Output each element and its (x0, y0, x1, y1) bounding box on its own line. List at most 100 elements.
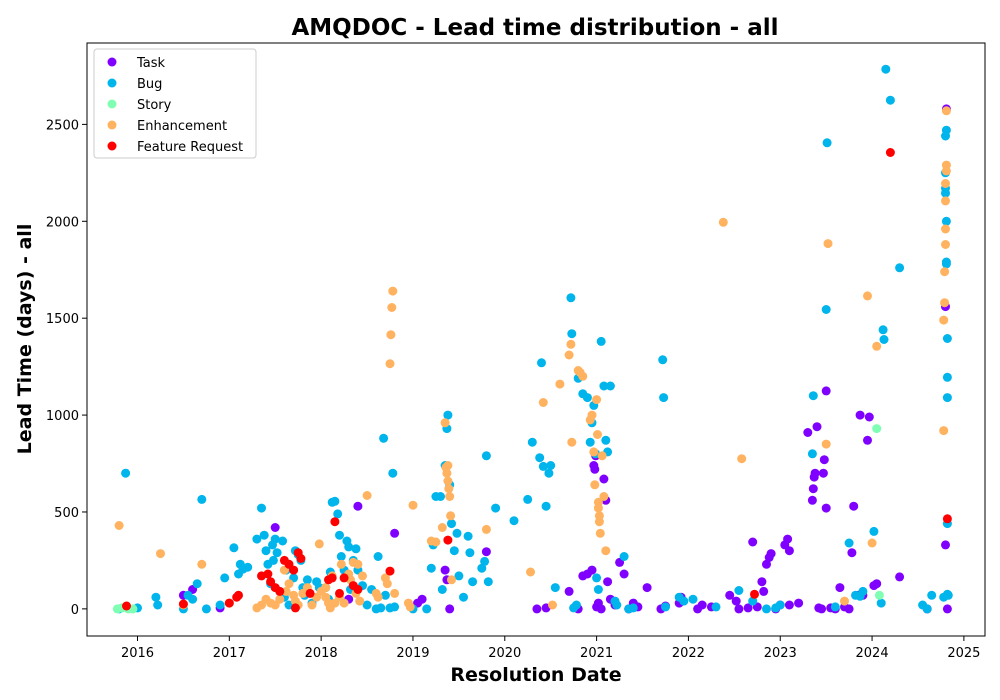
data-point-enhancement (446, 511, 456, 521)
data-point-enhancement (362, 491, 372, 500)
data-point-bug (449, 546, 459, 556)
data-point-task (863, 435, 872, 445)
data-point-bug (943, 590, 953, 600)
legend-label: Feature Request (137, 140, 243, 155)
legend-label: Task (136, 56, 166, 71)
data-point-bug (941, 188, 950, 198)
data-point-bug (679, 596, 689, 606)
x-tick-label: 2025 (947, 646, 980, 661)
data-point-bug (748, 596, 758, 606)
legend-marker (107, 141, 117, 151)
data-point-bug (885, 95, 895, 105)
data-point-task (821, 503, 831, 513)
data-point-enhancement (197, 559, 207, 569)
data-point-bug (465, 548, 475, 558)
data-point-feature-request (224, 598, 234, 608)
data-point-bug (596, 336, 606, 346)
data-point-bug (481, 451, 491, 461)
data-point-bug (822, 138, 832, 148)
data-point-enhancement (548, 600, 557, 610)
data-point-task (725, 590, 735, 600)
data-point-enhancement (314, 539, 324, 549)
data-point-bug (509, 516, 519, 526)
data-point-bug (941, 257, 951, 267)
data-point-bug (941, 216, 951, 226)
data-point-enhancement (386, 330, 396, 340)
y-axis: 0 500 1000 1500 2000 2500 (46, 118, 87, 618)
data-point-bug (858, 586, 868, 596)
data-point-enhancement (593, 430, 602, 439)
data-point-bug (257, 503, 266, 513)
data-point-enhancement (601, 546, 611, 556)
data-point-task (818, 468, 828, 478)
data-point-bug (544, 468, 554, 478)
data-point-enhancement (555, 379, 565, 389)
data-point-bug (362, 600, 372, 610)
data-point-feature-request (289, 565, 299, 575)
data-point-task (941, 540, 950, 550)
data-point-bug (270, 534, 280, 544)
data-point-bug (775, 600, 785, 610)
data-point-bug (541, 501, 551, 511)
data-point-enhancement (481, 524, 491, 534)
data-point-enhancement (593, 503, 603, 513)
data-point-enhancement (597, 451, 607, 461)
data-point-bug (259, 530, 269, 540)
x-tick-label: 2024 (856, 646, 889, 661)
data-point-enhancement (718, 217, 728, 227)
data-point-task (757, 577, 767, 587)
data-point-feature-request (885, 148, 895, 157)
data-point-task (895, 572, 905, 582)
data-point-bug (268, 555, 278, 565)
data-point-task (270, 523, 280, 532)
y-tick-label: 2000 (46, 215, 79, 230)
data-point-enhancement (382, 579, 392, 589)
data-point-bug (895, 263, 905, 273)
x-tick-label: 2019 (396, 646, 429, 661)
data-point-bug (215, 600, 225, 610)
data-point-bug (762, 604, 771, 614)
data-point-task (481, 547, 491, 557)
data-point-bug (252, 534, 262, 544)
data-point-bug (876, 598, 886, 608)
data-point-enhancement (863, 291, 872, 301)
data-point-task (794, 598, 804, 608)
data-point-bug (452, 528, 462, 538)
data-point-enhancement (440, 418, 450, 428)
data-point-feature-request (263, 569, 273, 579)
data-point-enhancement (872, 341, 882, 351)
data-point-bug (922, 604, 932, 614)
data-point-bug (942, 372, 952, 382)
data-point-bug (188, 594, 198, 604)
data-point-bug (447, 519, 456, 529)
data-point-enhancement (353, 559, 363, 569)
data-point-enhancement (526, 567, 535, 577)
data-point-feature-request (339, 573, 349, 583)
data-point-bug (869, 526, 879, 536)
data-point-task (590, 464, 600, 474)
data-point-feature-request (234, 590, 243, 600)
data-point-enhancement (941, 179, 950, 188)
data-point-enhancement (940, 267, 950, 277)
data-point-task (864, 412, 874, 422)
data-point-bug (942, 393, 952, 403)
data-point-enhancement (442, 468, 452, 478)
legend-marker (107, 120, 117, 130)
data-point-enhancement (599, 492, 609, 501)
data-point-bug (344, 542, 354, 552)
y-tick-label: 1000 (46, 409, 79, 424)
data-point-story (872, 424, 882, 434)
data-point-enhancement (408, 500, 418, 510)
data-point-enhancement (390, 588, 400, 598)
plot-frame (86, 42, 986, 637)
data-point-bug (527, 437, 537, 447)
data-point-enhancement (939, 315, 949, 325)
data-point-task (532, 604, 542, 614)
data-point-bug (373, 552, 383, 561)
data-point-bug (390, 602, 400, 612)
data-point-bug (437, 585, 447, 594)
data-point-task (849, 501, 859, 511)
data-point-enhancement (941, 240, 950, 249)
data-point-enhancement (284, 579, 294, 589)
data-point-bug (628, 603, 638, 613)
